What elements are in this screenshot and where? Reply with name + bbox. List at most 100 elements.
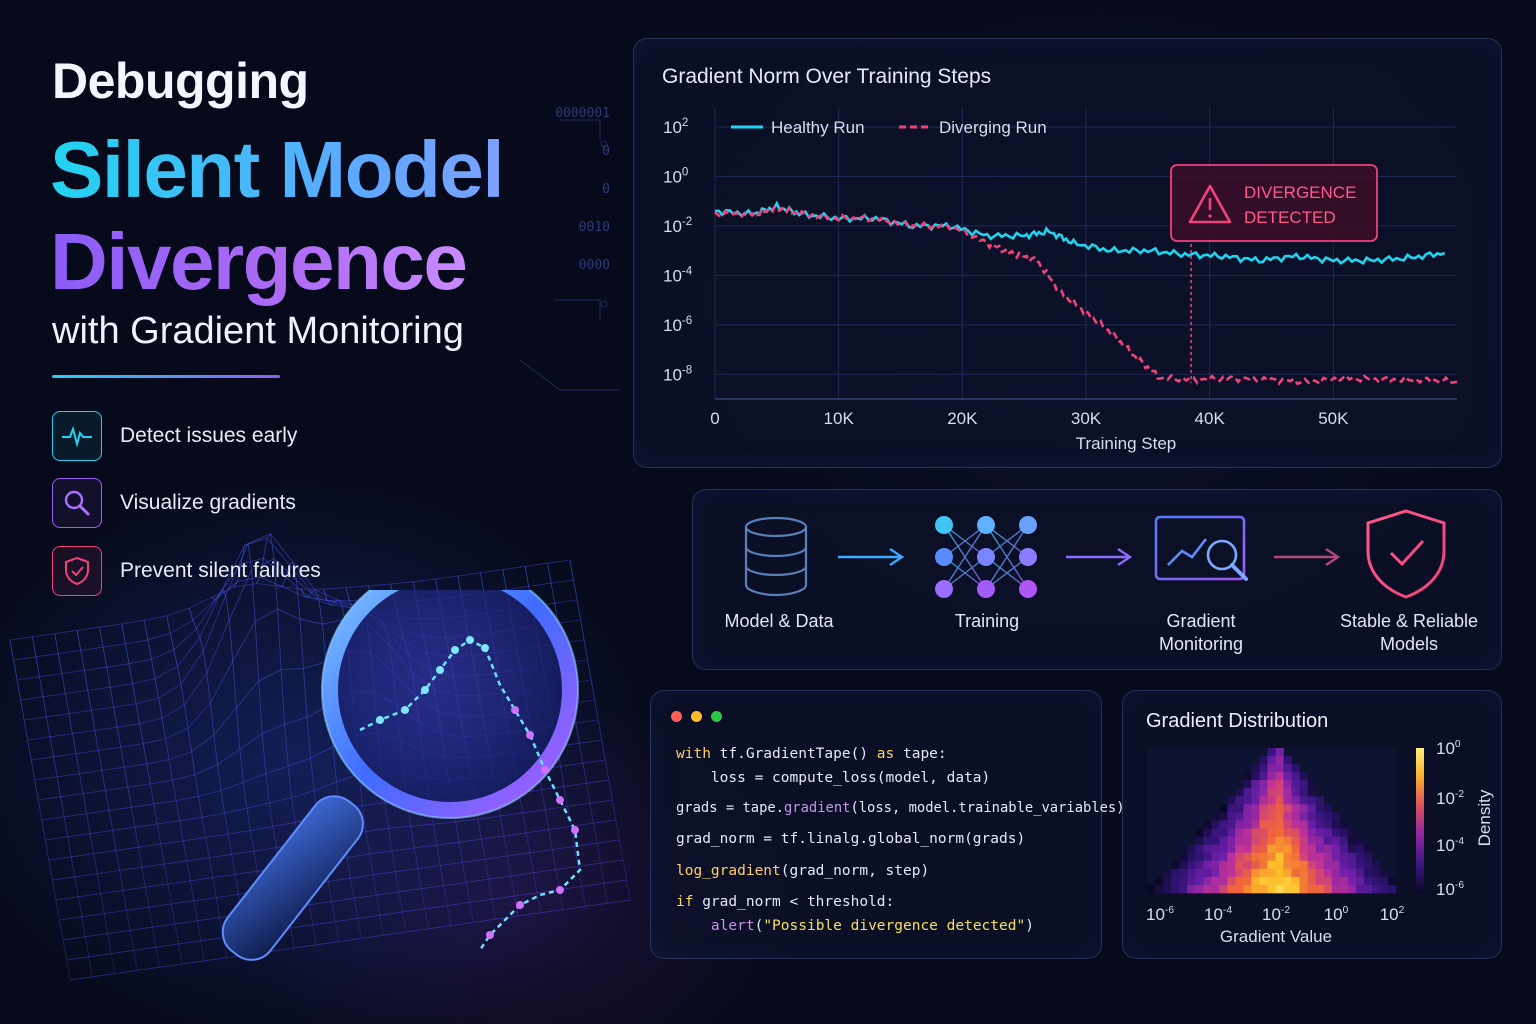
heatmap-cell: [1387, 884, 1397, 894]
heatmap-cell: [1283, 884, 1292, 894]
heatmap-cell: [1331, 876, 1341, 886]
heatmap-cell: [1163, 868, 1172, 878]
heatmap-cell: [1203, 820, 1212, 829]
heatmap-cell: [1315, 868, 1325, 878]
heatmap-cell: [1179, 852, 1188, 862]
x-tick-label: 30K: [1071, 409, 1102, 428]
close-dot-icon[interactable]: [671, 711, 682, 722]
heatmap-cell: [1187, 876, 1196, 886]
heatmap-cell: [1267, 772, 1276, 781]
maximize-dot-icon[interactable]: [711, 711, 722, 722]
heatmap-cell: [1371, 884, 1381, 894]
code-line: with tf.GradientTape() as tape:: [676, 746, 947, 762]
heatmap-cell: [1251, 820, 1260, 829]
heatmap-cell: [1275, 756, 1284, 765]
heatmap-cell: [1219, 820, 1228, 829]
pipeline-label-3b: Monitoring: [1158, 634, 1244, 654]
heatmap-cell: [1347, 852, 1357, 862]
heatmap-cell: [1235, 876, 1244, 886]
heatmap-cell: [1251, 772, 1260, 781]
heatmap-cell: [1251, 828, 1260, 837]
heatmap-cell: [1291, 852, 1300, 862]
heatmap-cell: [1275, 828, 1284, 837]
heatmap-cell: [1299, 844, 1308, 854]
feature-prevent: Prevent silent failures: [52, 546, 321, 596]
window-dots: [671, 711, 722, 722]
heatmap-cell: [1203, 868, 1212, 878]
heatmap-cell: [1259, 828, 1268, 837]
heatmap-cell: [1355, 868, 1365, 878]
heatmap-cell: [1195, 828, 1204, 837]
heatmap-cell: [1211, 876, 1220, 886]
colorbar-tick: 10-2: [1436, 789, 1464, 808]
colorbar-tick: 10-4: [1436, 836, 1464, 855]
alert-text-line2: DETECTED: [1244, 208, 1336, 227]
heatmap-cell: [1195, 884, 1204, 894]
pipeline-step-label: Model & Data: [704, 610, 854, 633]
gradient-norm-chart: 10-8 10-6 10-4 10-2 100 102 0 10K 20K 30K 40K 50K Tr…: [663, 107, 1458, 453]
arrow-icon: [1066, 548, 1133, 566]
heatmap-cell: [1227, 868, 1236, 878]
heatmap-cell: [1259, 884, 1268, 894]
shield-icon: [52, 546, 102, 596]
circuit-lines: [519, 119, 620, 391]
pipeline-label-2: Training: [954, 611, 1020, 631]
heatmap-cell: [1323, 884, 1333, 894]
heatmap-cell: [1235, 828, 1244, 837]
heatmap-cell: [1299, 876, 1308, 886]
code-line: loss = compute_loss(model, data): [676, 770, 991, 786]
lens-points-purple: [486, 706, 579, 939]
heatmap-cell: [1307, 780, 1316, 789]
heatmap-cell: [1299, 852, 1308, 862]
heatmap-cell: [1227, 836, 1236, 845]
heatmap-cell: [1267, 756, 1276, 765]
warning-icon: [1188, 184, 1232, 224]
heatmap-cell: [1219, 860, 1228, 870]
heatmap-cell: [1275, 836, 1284, 845]
heatmap-cell: [1339, 860, 1349, 870]
heatmap-cell: [1259, 860, 1268, 870]
heatmap-cell: [1307, 788, 1316, 797]
heatmap-cell: [1235, 852, 1244, 862]
heatmap-cell: [1299, 860, 1308, 870]
heatmap-cell: [1211, 828, 1220, 837]
heatmap-cell: [1299, 796, 1308, 805]
heatmap-cell: [1379, 868, 1389, 878]
heatmap-cell: [1347, 828, 1357, 837]
heatmap-cell: [1195, 860, 1204, 870]
colorbar-tick: 10-6: [1436, 880, 1464, 899]
heatmap-cell: [1363, 844, 1373, 854]
heatmap-cell: [1347, 844, 1357, 854]
heatmap-cell: [1195, 844, 1204, 854]
heatmap-cell: [1275, 804, 1284, 813]
heatmap-cell: [1323, 836, 1333, 845]
chart-grid: [714, 107, 1457, 399]
heatmap-cell: [1155, 876, 1164, 886]
heatmap-cell: [1171, 884, 1180, 894]
heatmap-cell: [1259, 780, 1268, 789]
heatmap-cell: [1235, 788, 1244, 797]
heatmap-cell: [1283, 836, 1292, 845]
code-line: grads = tape.gradient(loss, model.traina…: [676, 800, 1125, 816]
heatmap-cell: [1315, 796, 1325, 805]
heatmap-cell: [1203, 844, 1212, 854]
heatmap-cell: [1259, 868, 1268, 878]
heatmap-cell: [1307, 868, 1316, 878]
heatmap-cell: [1211, 844, 1220, 854]
minimize-dot-icon[interactable]: [691, 711, 702, 722]
heatmap-cell: [1211, 836, 1220, 845]
pipeline-step-label: Stable & Reliable Models: [1320, 610, 1498, 656]
heatmap-cell: [1323, 804, 1333, 813]
heatmap-cell: [1275, 852, 1284, 862]
heatmap-cell: [1355, 884, 1365, 894]
heatmap-cell: [1203, 876, 1212, 886]
heatmap-cell: [1251, 868, 1260, 878]
heatmap-cell: [1379, 876, 1389, 886]
heatmap-cell: [1203, 828, 1212, 837]
heatmap-cell: [1267, 748, 1276, 757]
heatmap-cell: [1291, 868, 1300, 878]
heatmap-cell: [1347, 876, 1357, 886]
heatmap-cell: [1339, 844, 1349, 854]
heatmap-cell: [1251, 876, 1260, 886]
code-panel: [650, 690, 1102, 959]
